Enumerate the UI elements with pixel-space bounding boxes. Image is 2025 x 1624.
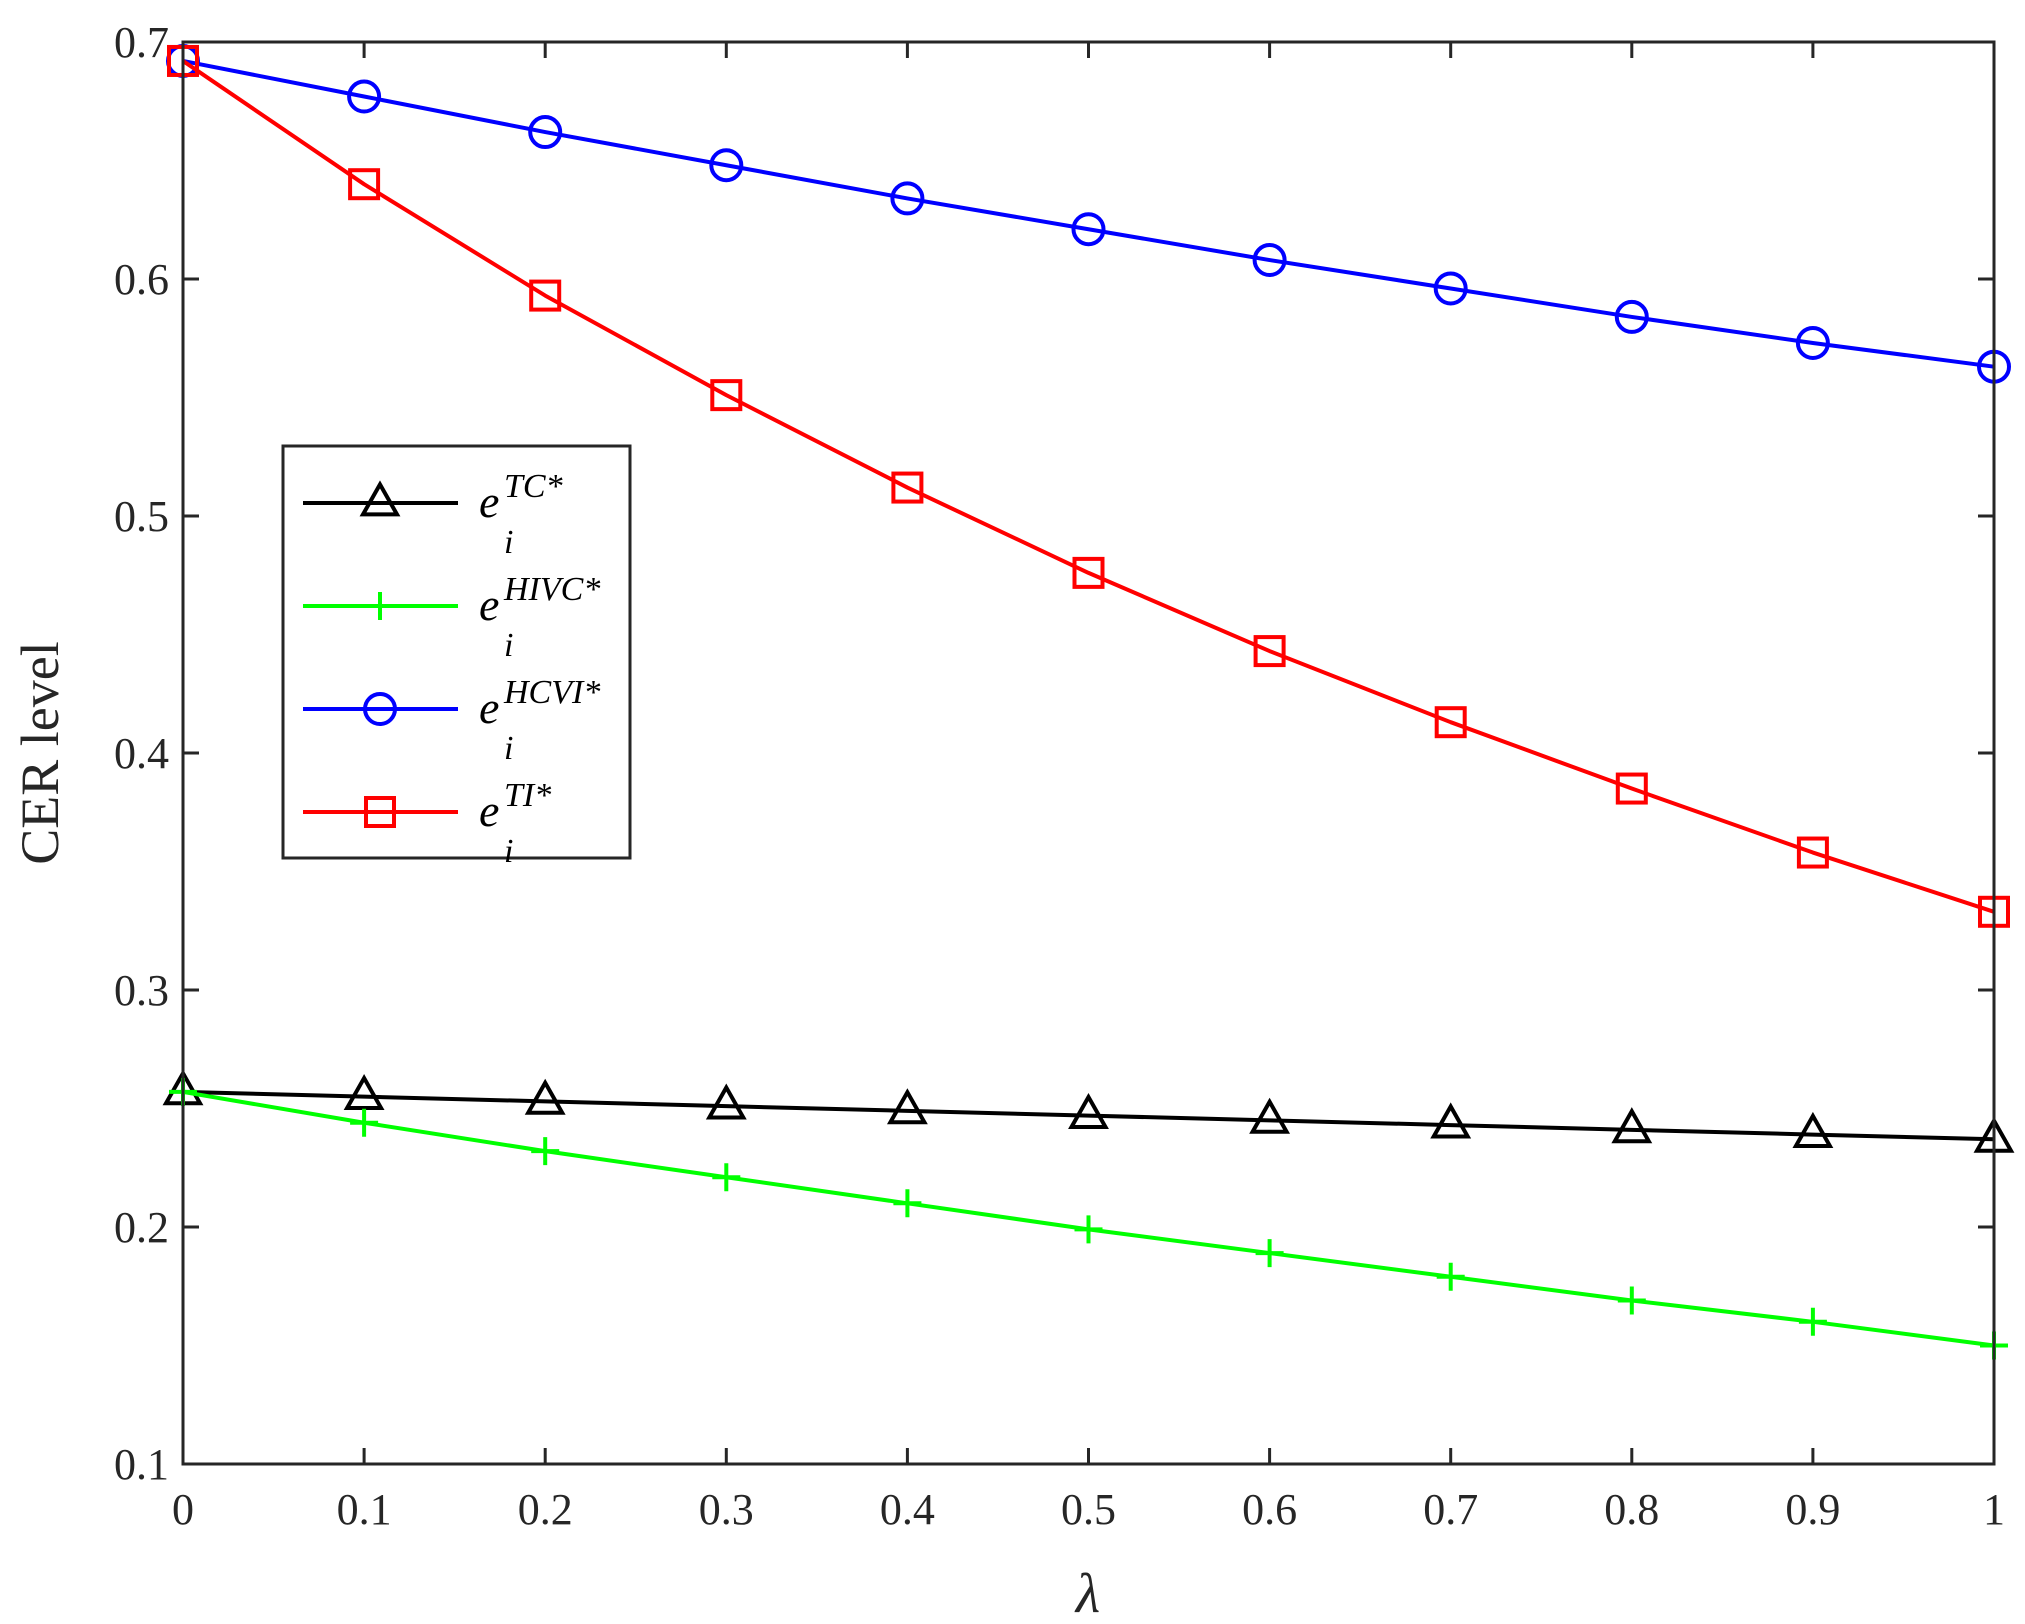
y-axis: 0.1 0.2 0.3 0.4 0.5 0.6 0.7 — [114, 18, 1994, 1489]
data-point — [348, 168, 381, 201]
data-point — [712, 1163, 741, 1192]
data-point — [1615, 772, 1648, 805]
y-tick-label: 0.6 — [114, 255, 169, 304]
x-tick-label: 0.6 — [1242, 1485, 1297, 1534]
x-tick-label: 0.4 — [880, 1485, 935, 1534]
legend-symbol: e — [479, 682, 499, 733]
legend-symbol: e — [479, 785, 499, 836]
data-point — [1795, 325, 1830, 360]
x-tick-label: 0.2 — [518, 1485, 573, 1534]
data-point — [1253, 635, 1286, 668]
x-tick-label: 0.5 — [1061, 1485, 1116, 1534]
y-tick-label: 0.1 — [114, 1440, 169, 1489]
x-tick-label: 1 — [1983, 1485, 2005, 1534]
data-point — [886, 1088, 928, 1125]
data-point — [891, 471, 924, 504]
data-point — [1074, 1215, 1103, 1244]
legend-symbol: e — [479, 476, 499, 527]
data-point — [528, 115, 563, 150]
legend-subscript: i — [504, 730, 513, 767]
legend-subscript: i — [504, 627, 513, 664]
data-point — [1792, 1111, 1834, 1148]
legend-marker — [363, 692, 397, 726]
legend-item: e HIVC* i — [303, 571, 600, 664]
x-tick-label: 0.3 — [699, 1485, 754, 1534]
data-point — [1798, 1307, 1827, 1336]
data-point — [1255, 1239, 1284, 1268]
data-point — [710, 379, 743, 412]
series-square — [167, 44, 2010, 928]
data-point — [1796, 836, 1829, 869]
data-point — [709, 148, 744, 183]
legend-subscript: i — [504, 524, 513, 561]
x-axis-label: λ — [1074, 1563, 1100, 1624]
data-point — [890, 181, 925, 216]
data-point — [1611, 1107, 1653, 1144]
series-line — [181, 59, 1995, 914]
x-tick-label: 0.9 — [1785, 1485, 1840, 1534]
data-point — [705, 1083, 747, 1120]
x-tick-label: 0 — [172, 1485, 194, 1534]
data-point — [1249, 1097, 1291, 1134]
y-tick-label: 0.7 — [114, 18, 169, 67]
series-line — [182, 1089, 1995, 1142]
y-tick-label: 0.4 — [114, 729, 169, 778]
data-point — [531, 1137, 560, 1166]
legend-superscript: TI* — [504, 777, 551, 814]
legend-box — [281, 444, 632, 860]
legend-item: e TI* i — [303, 777, 551, 870]
data-point — [1433, 271, 1468, 306]
series-line — [182, 58, 1995, 369]
data-point — [1430, 1102, 1472, 1139]
legend: e TC*ie HIVC*ie HCVI*ie TI*i — [281, 444, 632, 870]
data-point — [1252, 243, 1287, 278]
legend-item: e TC* i — [303, 468, 563, 561]
y-tick-label: 0.3 — [114, 966, 169, 1015]
legend-symbol: e — [479, 579, 499, 630]
x-tick-label: 0.1 — [337, 1485, 392, 1534]
y-tick-label: 0.2 — [114, 1203, 169, 1252]
legend-superscript: HCVI* — [503, 674, 600, 711]
series-layer — [162, 43, 2015, 1360]
y-tick-label: 0.5 — [114, 492, 169, 541]
data-point — [529, 279, 562, 312]
data-point — [1434, 706, 1467, 739]
data-point — [1614, 299, 1649, 334]
x-tick-label: 0.7 — [1423, 1485, 1478, 1534]
data-point — [1617, 1286, 1646, 1315]
legend-superscript: HIVC* — [503, 571, 600, 608]
y-axis-label: CER level — [10, 641, 70, 864]
legend-marker — [366, 592, 394, 620]
series-triangle — [162, 1069, 2015, 1153]
data-point — [1071, 212, 1106, 247]
series-circle — [166, 43, 2011, 384]
legend-item: e HCVI* i — [303, 674, 600, 767]
data-point — [347, 79, 382, 114]
data-point — [524, 1078, 566, 1115]
data-point — [1436, 1262, 1465, 1291]
data-point — [893, 1189, 922, 1218]
data-point — [1068, 1092, 1109, 1130]
legend-superscript: TC* — [504, 468, 563, 505]
legend-marker — [359, 480, 401, 517]
legend-marker — [364, 796, 396, 828]
legend-subscript: i — [504, 833, 513, 870]
data-point — [350, 1108, 379, 1137]
data-point — [1072, 556, 1105, 589]
x-tick-label: 0.8 — [1604, 1485, 1659, 1534]
data-point — [343, 1073, 385, 1111]
x-axis: 0 0.1 0.2 0.3 0.4 0.5 0.6 0.7 0.8 0.9 1 — [172, 42, 2005, 1534]
